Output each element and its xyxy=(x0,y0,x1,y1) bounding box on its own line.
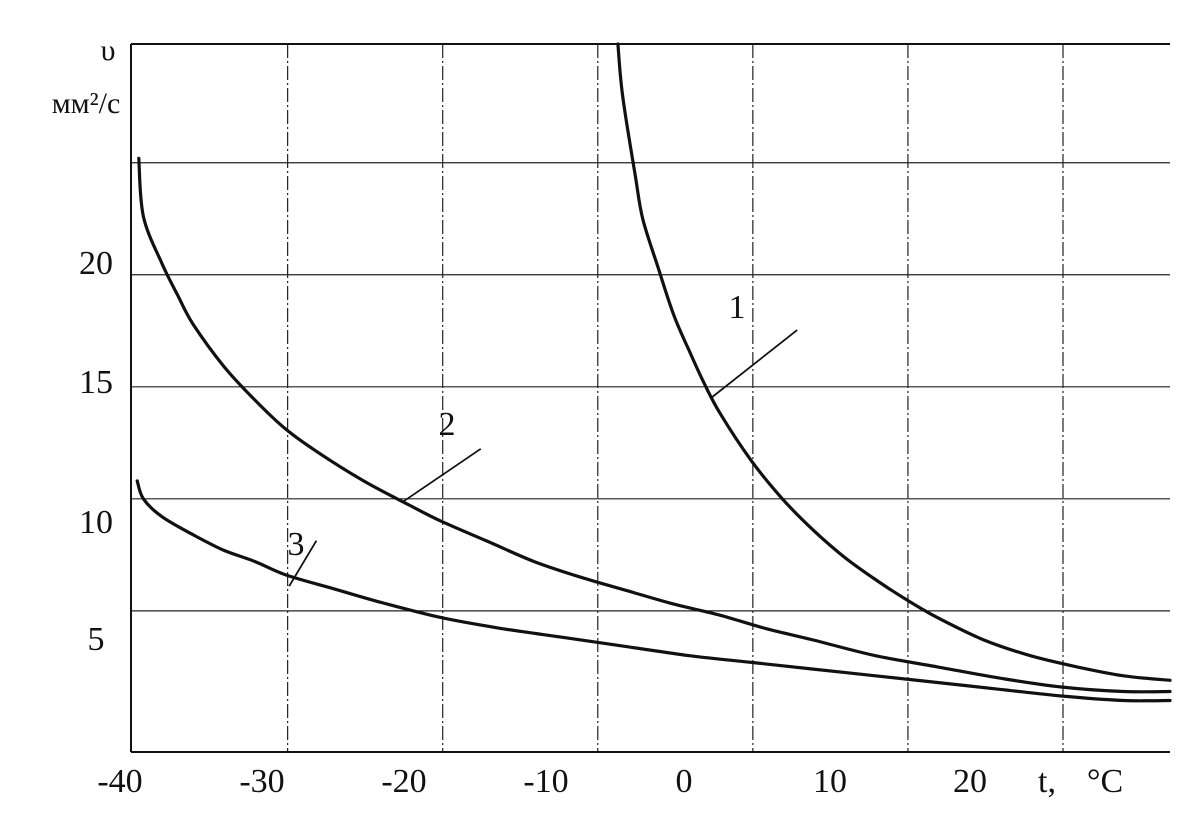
x-tick-label: -10 xyxy=(523,763,568,800)
curve-label-1: 1 xyxy=(729,289,746,326)
series-line-3 xyxy=(135,479,1172,703)
x-tick-label: -20 xyxy=(381,763,426,800)
leader-line-3 xyxy=(288,540,318,587)
leader-line-1 xyxy=(710,329,798,399)
x-tick-label: 0 xyxy=(676,763,693,800)
plot-frame xyxy=(130,43,1170,753)
curve-label-2: 2 xyxy=(439,406,456,443)
x-axis-symbol: t, xyxy=(1038,763,1056,800)
x-tick-label: 20 xyxy=(953,763,987,800)
y-axis-symbol: υ xyxy=(101,34,116,67)
y-axis-unit: мм²/с xyxy=(52,87,121,120)
x-axis-unit: °C xyxy=(1087,763,1123,800)
x-tick-label: -40 xyxy=(97,763,142,800)
y-tick-label: 20 xyxy=(79,245,113,282)
x-tick-label: 10 xyxy=(813,763,847,800)
y-tick-label: 15 xyxy=(79,364,113,401)
series-line-1 xyxy=(616,42,1172,682)
y-tick-label: 5 xyxy=(88,621,105,658)
curve-label-3: 3 xyxy=(288,526,305,563)
x-tick-label: -30 xyxy=(239,763,284,800)
leader-line-2 xyxy=(403,448,482,502)
series-line-2 xyxy=(137,156,1172,694)
leaders xyxy=(288,329,798,587)
curves xyxy=(135,42,1172,703)
grid xyxy=(131,44,1170,752)
y-tick-label: 10 xyxy=(79,504,113,541)
